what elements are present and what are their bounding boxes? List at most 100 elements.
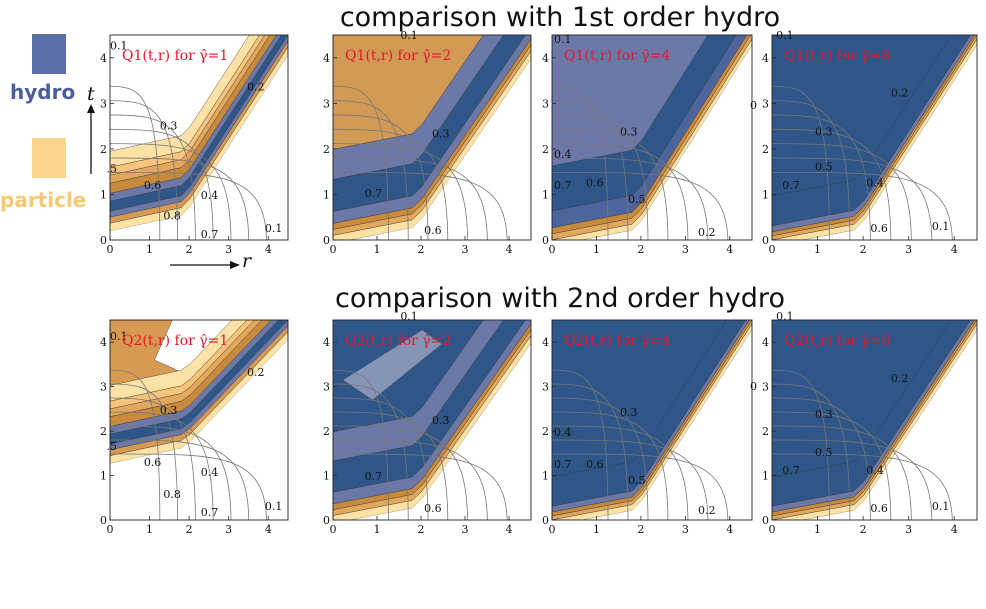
particle-swatch [32,138,66,178]
contour-line [110,85,161,240]
particle-legend-label: particle [0,188,87,212]
contour-panel-7: 0 1 2 3 4 0 1 2 3 4 0.3 0.4 0.7 0.6 0.5 0.2 0 Q2(t,r) for… [542,319,757,536]
contour-line [110,100,178,240]
y-tick-label: 2 [323,425,330,438]
y-tick-label: 2 [100,425,107,438]
contour-label: 0.3 [620,125,638,138]
contour-label: 0.6 [586,458,604,471]
x-tick-label: 2 [418,523,425,536]
contour-label: 0.4 [201,189,219,202]
contour-line [552,411,669,520]
x-tick-label: 0 [330,523,337,536]
contour-label: 0.8 [163,210,181,223]
row1-title: comparison with 1st order hydro [339,2,781,33]
contour-line [110,397,196,520]
x-tick-label: 2 [860,243,867,256]
plot-frame [771,34,978,241]
y-tick-label: 4 [542,336,549,349]
x-tick-label: 2 [637,523,644,536]
contour-label: 0.6 [144,179,162,192]
y-tick-label: 2 [762,143,769,156]
y-tick-label: 4 [323,336,330,349]
contour-line [772,411,892,520]
white-region [772,45,977,240]
contour-label: 0.1 [265,222,283,235]
band-8 [110,331,288,464]
contour-line [772,453,953,520]
contour-label: 0.1 [932,220,950,233]
white-region [333,343,531,520]
y-tick-label: 3 [542,97,549,110]
contour-label: 0.7 [782,179,800,192]
y-tick-label: 0 [323,234,330,247]
contour-label: 0.1 [400,310,418,323]
contour-line [110,425,232,520]
y-tick-label: 2 [323,143,330,156]
x-tick-label: 0 [549,243,556,256]
contour-label: 0.7 [201,506,219,519]
contour-label: 0 [750,380,757,393]
contour-line [552,100,629,240]
contour-line [552,114,649,240]
x-tick-label: 2 [418,243,425,256]
y-tick-label: 1 [542,188,549,201]
x-tick-label: 0 [769,523,776,536]
contour-line [333,171,508,240]
contour-label: 0.1 [400,29,418,42]
contour-line [552,143,689,240]
contour-line [333,85,389,240]
plot-frame [109,34,289,241]
contour-line [552,453,729,520]
x-tick-label: 4 [951,243,958,256]
white-region [552,45,752,240]
contour-line [772,128,892,240]
x-tick-label: 4 [506,523,513,536]
contour-line [772,100,851,240]
contour-label: 0.2 [247,366,265,379]
x-tick-label: 3 [462,523,469,536]
panel-title: Q1(t,r) for γ̂=4 [564,48,670,64]
contour-label: 0.7 [365,470,383,483]
contour-label: 0.2 [247,80,265,93]
x-tick-label: 3 [905,523,912,536]
y-tick-label: 3 [323,97,330,110]
contour-label: 0.4 [866,464,884,477]
contour-label: 0.7 [554,179,572,192]
x-tick-label: 4 [265,243,272,256]
contour-label: 0.6 [424,224,442,237]
contour-label: 0.5 [815,446,833,459]
y-tick-label: 2 [762,425,769,438]
row2-title: comparison with 2nd order hydro [335,283,785,314]
x-tick-label: 3 [462,243,469,256]
plot-frame [551,319,753,521]
panel-title: Q2(t,r) for γ̂=8 [784,333,890,349]
contour-label: 0.6 [144,456,162,469]
contour-label: 0.6 [870,502,888,515]
x-tick-label: 3 [682,243,689,256]
y-tick-label: 0 [542,234,549,247]
contour-line [110,439,250,520]
contour-line [552,157,709,240]
panel-title: Q2(t,r) for γ̂=2 [345,333,451,349]
contour-label: 0.3 [432,414,450,427]
x-tick-label: 0 [769,243,776,256]
hydro-legend-label: hydro [10,80,76,104]
contour-label: .5 [106,440,117,453]
r-axis-arrow [170,261,240,269]
contour-label: 0.3 [620,406,638,419]
t-axis-arrow [87,104,95,174]
contour-line [552,171,729,240]
contour-label: 0.1 [265,500,283,513]
band-4 [772,323,977,520]
y-tick-label: 3 [762,97,769,110]
y-tick-label: 2 [542,143,549,156]
t-axis-label: t [87,83,95,105]
contour-line [110,143,232,240]
y-tick-label: 2 [542,425,549,438]
x-tick-label: 3 [682,523,689,536]
contour-line [772,425,912,520]
contour-line [772,85,830,240]
contour-line [333,439,488,520]
y-tick-label: 3 [100,381,107,394]
